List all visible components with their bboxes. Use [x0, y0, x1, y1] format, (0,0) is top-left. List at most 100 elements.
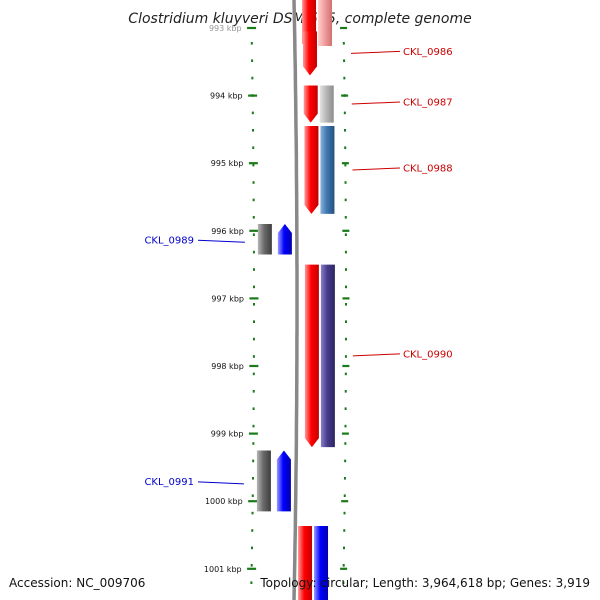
- track-dot: [252, 250, 255, 254]
- tick-label: 1000 kbp: [205, 497, 243, 506]
- gene-arrow: [302, 31, 317, 76]
- track-dot: [252, 337, 255, 341]
- track-dot: [343, 529, 346, 532]
- track-dot: [251, 494, 254, 497]
- outer-dot-track: [342, 42, 347, 584]
- topology-text: Topology: circular; Length: 3,964,618 bp…: [259, 576, 590, 590]
- cds-feature: [319, 85, 334, 123]
- major-tick: [341, 500, 349, 503]
- track-dot: [344, 146, 347, 149]
- map-title: Clostridium kluyveri DSM 555, complete g…: [128, 11, 471, 27]
- cds-feature: [320, 264, 335, 448]
- track-dot: [252, 442, 255, 445]
- cds-feature: [320, 126, 335, 214]
- major-tick: [342, 364, 350, 368]
- track-dot: [252, 233, 255, 236]
- major-tick: [249, 297, 259, 300]
- major-tick: [341, 162, 349, 165]
- track-dot: [344, 250, 347, 254]
- partial-cds-bottom: [314, 526, 329, 600]
- tick-label: 997 kbp: [211, 294, 244, 303]
- track-dot: [252, 198, 255, 202]
- major-tick: [248, 432, 258, 435]
- track-dot: [252, 268, 255, 271]
- track-dot: [343, 511, 346, 515]
- major-tick: [342, 229, 350, 232]
- gene-callout-line: [197, 481, 244, 485]
- track-dot: [344, 442, 347, 445]
- track-dot: [343, 59, 346, 62]
- track-dot: [342, 581, 345, 584]
- tick-label: 995 kbp: [211, 159, 244, 168]
- major-tick: [341, 94, 349, 97]
- track-dot: [252, 459, 255, 463]
- accession-text: Accession: NC_009706: [9, 576, 145, 590]
- track-dot: [344, 320, 347, 323]
- track-dot: [252, 146, 255, 149]
- track-dot: [251, 76, 254, 80]
- track-dot: [252, 372, 255, 376]
- gene-label: CKL_0990: [403, 349, 453, 360]
- gene-arrow: [304, 126, 319, 214]
- major-tick: [340, 26, 348, 30]
- gene-label: CKL_0991: [144, 477, 194, 488]
- track-dot: [344, 285, 347, 289]
- major-tick: [249, 229, 259, 232]
- gene-label: CKL_0988: [403, 163, 453, 174]
- tick-label: 998 kbp: [211, 362, 244, 371]
- track-dot: [252, 285, 255, 289]
- track-dot: [344, 303, 347, 306]
- track-dot: [343, 111, 346, 115]
- major-tick: [340, 567, 348, 570]
- cds-feature: [257, 224, 272, 255]
- track-dot: [250, 42, 253, 45]
- track-dot: [344, 216, 347, 219]
- track-dot: [252, 355, 255, 358]
- major-tick: [247, 26, 257, 30]
- track-dot: [251, 111, 254, 115]
- track-dot: [251, 529, 254, 532]
- tick-label: 999 kbp: [211, 430, 244, 439]
- track-dot: [252, 181, 255, 184]
- tick-label: 994 kbp: [210, 92, 243, 101]
- track-dot: [252, 407, 255, 410]
- track-dot: [344, 233, 347, 236]
- track-dot: [344, 129, 347, 132]
- major-tick: [342, 297, 350, 300]
- track-dot: [344, 355, 347, 358]
- track-dot: [250, 564, 253, 567]
- track-dot: [251, 511, 254, 515]
- gene-label: CKL_0987: [403, 98, 453, 109]
- track-dot: [252, 303, 255, 306]
- gene-callout-line: [351, 101, 401, 105]
- track-dot: [343, 76, 346, 80]
- major-tick: [248, 162, 258, 165]
- track-dot: [252, 216, 255, 219]
- track-dot: [343, 477, 346, 480]
- gene-callout-line: [352, 167, 401, 171]
- track-dot: [344, 390, 347, 393]
- major-tick: [341, 432, 349, 435]
- major-tick: [248, 500, 258, 503]
- gene-arrow: [304, 264, 319, 448]
- gene-arrow: [276, 450, 291, 512]
- partial-cds-top: [318, 0, 333, 46]
- track-dot: [251, 59, 254, 62]
- map-layer: 993 kbp 994 kbp 995 kbp 996 kbp 997 kbp 998 k…: [144, 0, 453, 600]
- gene-label: CKL_0989: [144, 235, 194, 246]
- track-dot: [344, 424, 347, 428]
- track-dot: [344, 372, 347, 376]
- gene-arrow: [277, 224, 292, 255]
- gene-callout-line: [352, 353, 401, 357]
- major-tick: [249, 364, 259, 368]
- cds-feature: [256, 450, 271, 512]
- track-dot: [252, 424, 255, 428]
- track-dot: [342, 42, 345, 45]
- track-dot: [344, 163, 347, 167]
- track-dot: [344, 337, 347, 341]
- tick-label: 1001 kbp: [204, 565, 242, 574]
- track-dot: [342, 546, 345, 550]
- tick-label: 993 kbp: [209, 24, 242, 33]
- gene-label: CKL_0986: [403, 47, 453, 58]
